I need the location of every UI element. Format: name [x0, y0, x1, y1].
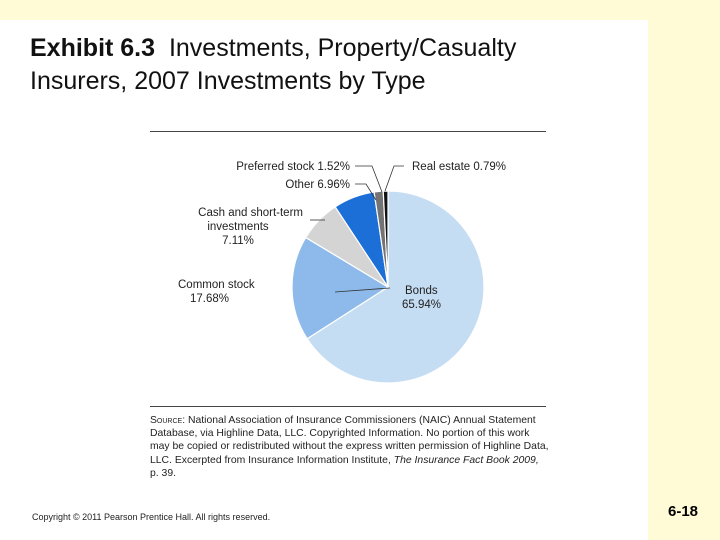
- label-cash-1: Cash and short-term: [198, 207, 303, 219]
- leader-common: [334, 287, 391, 293]
- page-title: Exhibit 6.3 Investments, Property/Casual…: [30, 32, 630, 98]
- pie-slice-real-estate: [382, 190, 389, 288]
- exhibit-number: Exhibit 6.3: [30, 34, 156, 62]
- pie-chart: Preferred stock 1.52% Real estate 0.79% …: [178, 161, 506, 384]
- label-cash-2: investments: [207, 221, 269, 233]
- leader-real-estate: [384, 165, 404, 192]
- label-preferred: Preferred stock 1.52%: [236, 161, 350, 173]
- source-book: The Insurance Fact Book 2009,: [393, 454, 539, 466]
- bottom-rule: [150, 406, 546, 407]
- leader-lines: [310, 165, 404, 293]
- title-line2: Insurers, 2007 Investments by Type: [30, 67, 426, 95]
- right-band: [648, 0, 720, 540]
- top-band: [0, 0, 720, 20]
- label-cash-3: 7.11%: [222, 235, 254, 247]
- pie-slice-common-stock: [291, 236, 390, 340]
- label-bonds-1: Bonds: [405, 285, 438, 297]
- label-common-2: 17.68%: [190, 293, 229, 305]
- pie-slice-bonds: [306, 190, 485, 384]
- source-label: Source:: [150, 415, 186, 426]
- label-real-estate: Real estate 0.79%: [412, 161, 506, 173]
- leader-other: [355, 183, 377, 201]
- copyright: Copyright © 2011 Pearson Prentice Hall. …: [32, 512, 271, 522]
- source-note: Source: National Association of Insuranc…: [150, 414, 550, 480]
- slide-number: 6-18: [667, 503, 699, 520]
- top-rule: [150, 131, 546, 132]
- leader-preferred: [355, 165, 383, 193]
- title-line1: Investments, Property/Casualty: [168, 34, 517, 62]
- source-text: National Association of Insurance Commis…: [150, 415, 549, 466]
- label-other: Other 6.96%: [285, 179, 350, 191]
- source-page: p. 39.: [150, 467, 176, 479]
- label-bonds-2: 65.94%: [402, 299, 441, 311]
- label-common-1: Common stock: [178, 279, 255, 291]
